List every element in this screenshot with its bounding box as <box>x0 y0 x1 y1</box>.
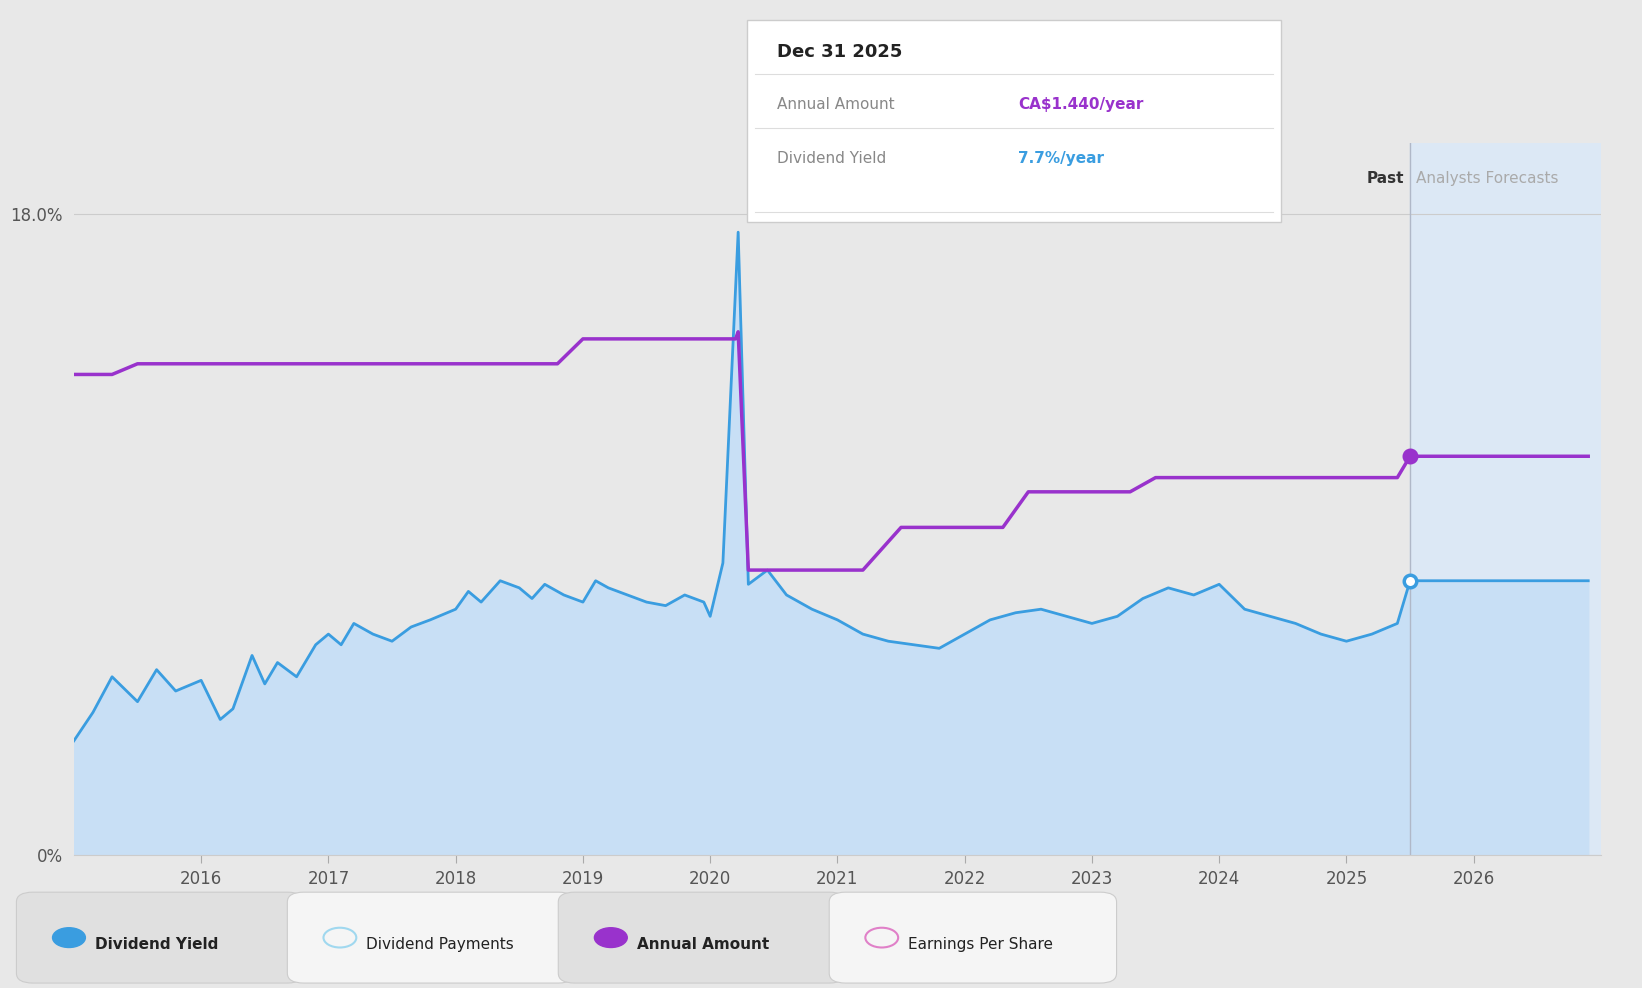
Text: Annual Amount: Annual Amount <box>637 938 770 952</box>
Text: 7.7%/year: 7.7%/year <box>1018 151 1103 166</box>
Text: Earnings Per Share: Earnings Per Share <box>908 938 1053 952</box>
Text: Annual Amount: Annual Amount <box>777 97 895 112</box>
Bar <box>1410 143 1601 855</box>
Text: CA$1.440/year: CA$1.440/year <box>1018 97 1143 112</box>
Text: Analysts Forecasts: Analysts Forecasts <box>1417 171 1558 186</box>
Text: Dec 31 2025: Dec 31 2025 <box>777 43 901 61</box>
Text: Dividend Payments: Dividend Payments <box>366 938 514 952</box>
Text: Dividend Yield: Dividend Yield <box>95 938 218 952</box>
Text: Past: Past <box>1366 171 1404 186</box>
Text: Dividend Yield: Dividend Yield <box>777 151 887 166</box>
